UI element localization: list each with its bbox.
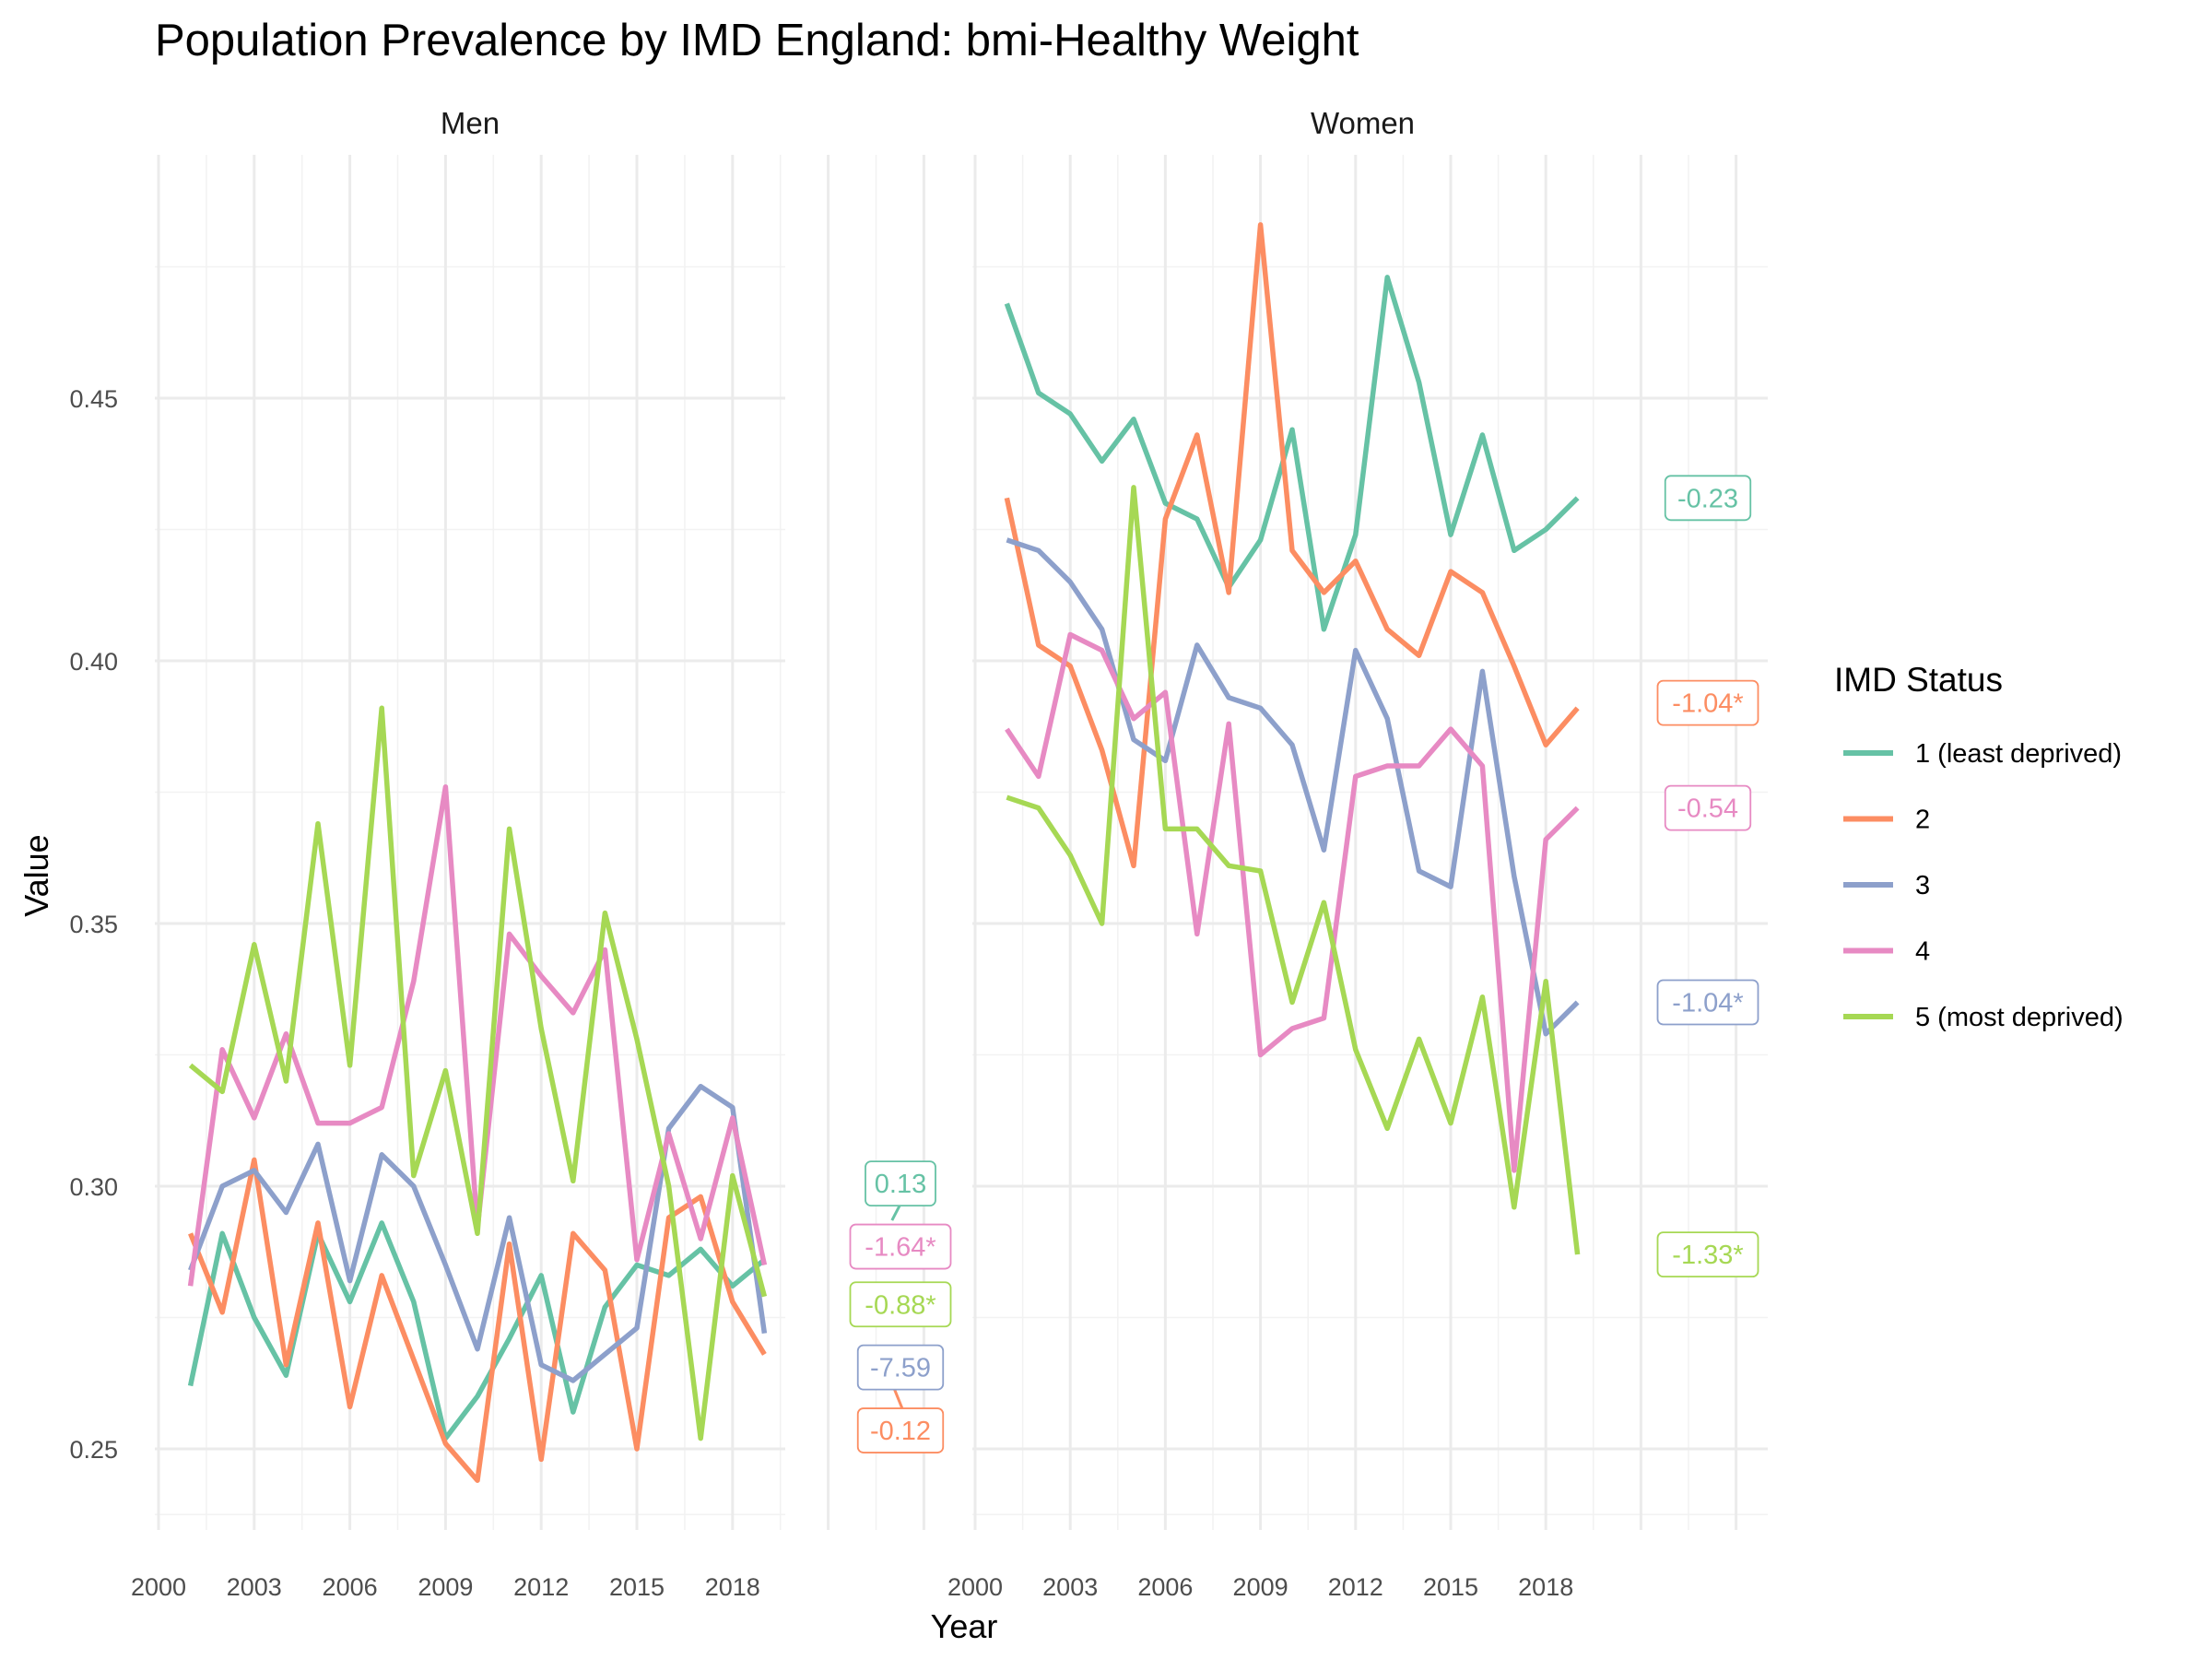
panel-men: Men 2000 2003 2006 2009 2012 2015 2018 0.25 0.30 0… xyxy=(69,106,952,1601)
series-line xyxy=(1004,275,1580,632)
series-line xyxy=(188,1083,768,1383)
trend-label-box xyxy=(1656,979,1759,1026)
facet-title: Men xyxy=(441,106,500,140)
x-tick-label: 2000 xyxy=(947,1573,1003,1601)
x-tick-label: 2012 xyxy=(1328,1573,1383,1601)
legend-title: IMD Status xyxy=(1834,661,2003,699)
trend-label: -1.04* xyxy=(1656,679,1759,726)
y-tick-label: 0.40 xyxy=(69,648,118,676)
trend-label-text: -1.64* xyxy=(865,1233,935,1263)
trend-label: -1.64* xyxy=(849,1223,952,1270)
series-line xyxy=(188,705,768,1441)
series-line xyxy=(1006,537,1580,1037)
legend-label: 1 (least deprived) xyxy=(1915,739,2122,769)
trend-label: -7.59 xyxy=(856,1344,945,1391)
trend-label-box xyxy=(1664,475,1752,522)
x-tick-label: 2000 xyxy=(131,1573,186,1601)
y-tick-label: 0.30 xyxy=(69,1173,118,1201)
series-line xyxy=(1004,222,1580,869)
plot-title: Population Prevalence by IMD England: bm… xyxy=(155,16,1359,65)
trend-label-box xyxy=(1656,1231,1759,1277)
series-line xyxy=(1006,485,1581,1255)
x-tick-label: 2006 xyxy=(323,1573,378,1601)
trend-label-text: -0.12 xyxy=(870,1417,931,1446)
trend-label: -1.04* xyxy=(1656,979,1759,1026)
x-tick-label: 2015 xyxy=(609,1573,665,1601)
series-line xyxy=(188,1157,767,1483)
x-tick-label: 2003 xyxy=(1042,1573,1098,1601)
trend-label: -0.23 xyxy=(1664,475,1752,522)
x-tick-label: 2015 xyxy=(1423,1573,1478,1601)
trend-label-box xyxy=(856,1407,945,1453)
panels-layer: Men 2000 2003 2006 2009 2012 2015 2018 0.25 0.30 0… xyxy=(69,106,1768,1601)
trend-label-text: -0.88* xyxy=(865,1290,935,1320)
trend-label-text: -0.23 xyxy=(1677,484,1738,513)
legend: IMD Status 1 (least deprived) 2 3 4 5 (most … xyxy=(1834,661,2124,1032)
trend-label: -0.54 xyxy=(1664,784,1752,831)
x-tick-label: 2006 xyxy=(1137,1573,1193,1601)
trend-label-box xyxy=(1656,679,1759,726)
y-tick-label: 0.45 xyxy=(69,385,118,413)
x-tick-label: 2018 xyxy=(705,1573,760,1601)
trend-label-box xyxy=(849,1281,952,1328)
legend-label: 5 (most deprived) xyxy=(1915,1003,2124,1032)
legend-label: 2 xyxy=(1915,806,1930,835)
x-tick-label: 2018 xyxy=(1518,1573,1573,1601)
x-tick-label: 2009 xyxy=(1233,1573,1288,1601)
trend-label-text: -1.33* xyxy=(1672,1241,1743,1270)
legend-label: 3 xyxy=(1915,871,1930,900)
facet-title: Women xyxy=(1311,106,1415,140)
y-tick-label: 0.35 xyxy=(69,911,118,938)
trend-label: 0.13 xyxy=(865,1160,936,1207)
trend-label-text: 0.13 xyxy=(875,1170,926,1199)
trend-label-box xyxy=(1664,784,1752,831)
trend-label-text: -1.04* xyxy=(1672,689,1743,719)
y-axis-title: Value xyxy=(18,834,55,916)
x-tick-label: 2009 xyxy=(418,1573,473,1601)
trend-label-box xyxy=(865,1160,936,1207)
x-tick-label: 2003 xyxy=(227,1573,282,1601)
trend-label: -1.33* xyxy=(1656,1231,1759,1277)
y-tick-label: 0.25 xyxy=(69,1436,118,1464)
series-line xyxy=(1005,631,1580,1173)
trend-label-box xyxy=(849,1223,952,1270)
trend-label-text: -7.59 xyxy=(870,1354,931,1383)
trend-label: -0.88* xyxy=(849,1281,952,1328)
x-axis-title: Year xyxy=(931,1607,998,1645)
series-line xyxy=(187,1220,767,1441)
panel-women: Women 2000 2003 2006 2009 2012 2015 2018 -0.23 -1… xyxy=(947,106,1768,1601)
trend-label-box xyxy=(856,1344,945,1391)
legend-label: 4 xyxy=(1915,937,1930,967)
trend-label: -0.12 xyxy=(856,1407,945,1453)
trend-label-text: -1.04* xyxy=(1672,989,1743,1018)
trend-label-text: -0.54 xyxy=(1677,794,1738,824)
x-tick-label: 2012 xyxy=(513,1573,569,1601)
